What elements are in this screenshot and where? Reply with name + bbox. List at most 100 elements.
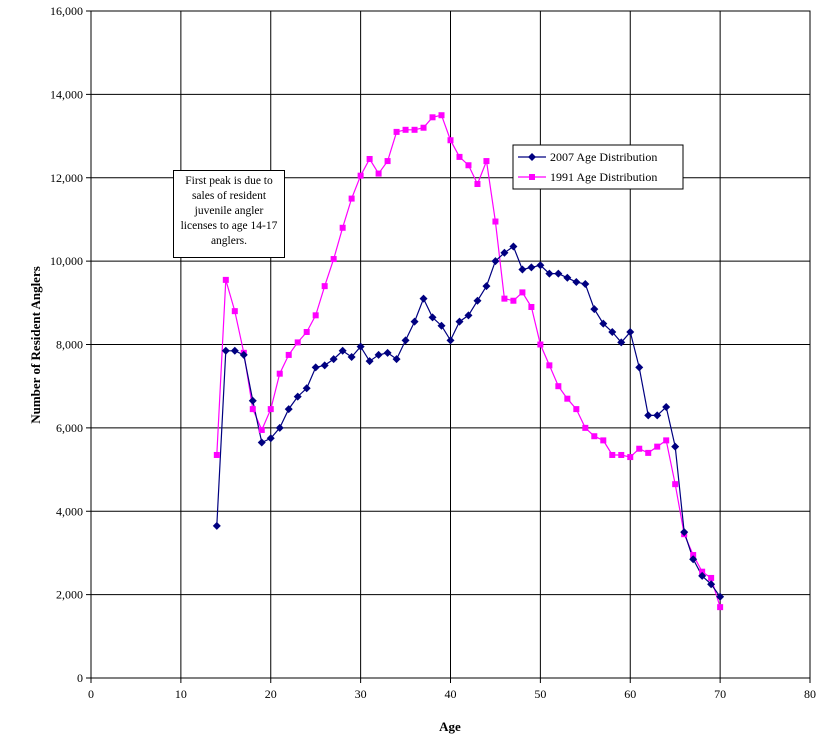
data-point-1991 (573, 406, 580, 413)
data-point-1991 (258, 426, 265, 433)
data-point-1991 (636, 445, 643, 452)
y-axis-title: Number of Resident Anglers (28, 266, 43, 424)
data-point-1991 (393, 128, 400, 135)
data-point-1991 (456, 153, 463, 160)
data-point-2007 (662, 403, 671, 412)
data-point-1991 (492, 218, 499, 225)
y-tick-label: 4,000 (56, 504, 83, 518)
data-point-2007 (356, 342, 365, 351)
data-point-1991 (690, 552, 697, 559)
data-point-1991 (267, 406, 274, 413)
data-point-2007 (698, 571, 707, 580)
data-point-1991 (429, 114, 436, 121)
data-point-2007 (428, 313, 437, 322)
x-tick-label: 30 (355, 687, 367, 701)
data-point-2007 (482, 282, 491, 291)
data-point-1991 (717, 604, 724, 611)
y-tick-label: 8,000 (56, 338, 83, 352)
data-point-2007 (383, 348, 392, 357)
data-point-1991 (654, 443, 661, 450)
data-point-2007 (644, 411, 653, 420)
data-point-2007 (572, 277, 581, 286)
data-point-2007 (581, 280, 590, 289)
data-point-1991 (411, 126, 418, 133)
x-tick-label: 70 (714, 687, 726, 701)
data-point-1991 (519, 289, 526, 296)
data-point-2007 (329, 355, 338, 364)
x-tick-label: 50 (534, 687, 546, 701)
data-point-2007 (293, 392, 302, 401)
data-point-1991 (303, 328, 310, 335)
data-point-2007 (527, 263, 536, 272)
data-point-1991 (420, 124, 427, 131)
y-tick-label: 16,000 (50, 4, 83, 18)
data-point-2007 (212, 521, 221, 530)
data-point-2007 (392, 355, 401, 364)
data-point-2007 (626, 327, 635, 336)
y-tick-label: 12,000 (50, 171, 83, 185)
data-point-1991 (465, 162, 472, 169)
data-point-2007 (311, 363, 320, 372)
data-point-1991 (321, 283, 328, 290)
data-point-2007 (365, 357, 374, 366)
data-point-1991 (510, 297, 517, 304)
data-point-2007 (230, 346, 239, 355)
data-point-1991 (582, 424, 589, 431)
data-point-1991 (285, 351, 292, 358)
data-point-2007 (221, 346, 230, 355)
data-point-1991 (564, 395, 571, 402)
data-point-2007 (338, 346, 347, 355)
data-point-1991 (384, 158, 391, 165)
data-point-1991 (528, 303, 535, 310)
data-point-1991 (537, 341, 544, 348)
data-point-1991 (672, 481, 679, 488)
data-point-2007 (248, 396, 257, 405)
data-point-2007 (689, 555, 698, 564)
y-axis-ticks: 0 2,000 4,000 6,000 8,000 10,000 12,000 14,000 1… (50, 4, 91, 685)
data-point-2007 (608, 327, 617, 336)
data-point-1991 (591, 433, 598, 440)
data-point-1991 (447, 137, 454, 144)
data-point-2007 (257, 438, 266, 447)
data-point-2007 (446, 336, 455, 345)
data-point-2007 (536, 261, 545, 270)
data-point-2007 (545, 269, 554, 278)
data-point-2007 (473, 296, 482, 305)
data-point-2007 (302, 384, 311, 393)
data-point-2007 (401, 336, 410, 345)
x-tick-label: 80 (804, 687, 816, 701)
data-point-2007 (716, 592, 725, 601)
data-point-1991 (501, 295, 508, 302)
data-point-1991 (699, 568, 706, 575)
data-point-1991 (366, 155, 373, 162)
data-point-2007 (239, 350, 248, 359)
x-tick-label: 0 (88, 687, 94, 701)
data-point-2007 (590, 305, 599, 314)
data-point-1991 (357, 172, 364, 179)
data-point-1991 (312, 312, 319, 319)
x-tick-label: 60 (624, 687, 636, 701)
data-point-2007 (635, 363, 644, 372)
series-line-2007 (216, 245, 721, 598)
data-point-1991 (708, 574, 715, 581)
data-point-1991 (609, 451, 616, 458)
data-point-2007 (284, 405, 293, 414)
data-point-1991 (222, 276, 229, 283)
x-tick-label: 40 (445, 687, 457, 701)
legend-marker-1991 (529, 174, 535, 180)
data-point-1991 (249, 406, 256, 413)
data-point-1991 (348, 195, 355, 202)
data-point-1991 (402, 126, 409, 133)
data-point-1991 (555, 383, 562, 390)
y-tick-label: 0 (77, 671, 83, 685)
data-point-1991 (483, 158, 490, 165)
data-point-2007 (419, 294, 428, 303)
x-tick-label: 10 (175, 687, 187, 701)
x-axis-ticks: 0 10 20 30 40 50 60 70 80 (88, 678, 816, 701)
data-point-2007 (563, 273, 572, 282)
legend-box (512, 144, 684, 190)
data-point-2007 (347, 353, 356, 362)
data-point-1991 (600, 437, 607, 444)
data-point-1991 (627, 454, 634, 461)
y-tick-label: 6,000 (56, 421, 83, 435)
